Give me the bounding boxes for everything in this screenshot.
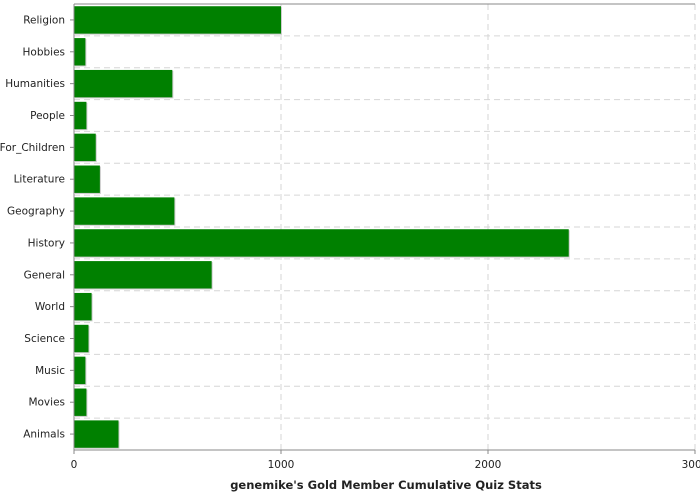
category-label: Hobbies [23,46,66,58]
category-label: Religion [23,14,65,26]
x-axis-title: genemike's Gold Member Cumulative Quiz S… [230,478,542,492]
bar-geography [74,197,175,225]
category-label: General [24,269,65,281]
bar-humanities [74,69,173,98]
category-label: Animals [23,429,65,441]
bar-science [74,324,89,353]
category-label: Science [24,333,65,345]
category-label: Geography [7,206,65,218]
bar-for-children [74,133,96,162]
labels: Religion Hobbies Humanities People For_Child… [0,14,700,471]
bars [74,6,570,449]
category-label: For_Children [0,142,65,154]
category-label: World [35,301,65,313]
category-label: Literature [14,174,65,186]
axes [70,3,696,454]
bar-world [74,292,92,321]
bar-religion [74,6,281,34]
x-tick-label: 2000 [475,459,502,471]
bar-movies [74,388,87,416]
bar-literature [74,165,100,193]
category-label: History [28,237,65,249]
grid-lines [74,4,696,450]
bar-animals [74,420,119,448]
category-label: Movies [28,397,65,409]
x-tick-label: 1000 [268,459,295,471]
bar-hobbies [74,38,86,66]
category-label: People [30,110,65,122]
bar-history [74,229,569,257]
bar-music [74,356,86,385]
bar-general [74,261,212,289]
x-tick-label: 3000 [682,459,700,471]
x-tick-label: 0 [71,459,78,471]
bar-people [74,101,87,130]
category-label: Humanities [5,78,65,90]
category-label: Music [35,365,65,377]
